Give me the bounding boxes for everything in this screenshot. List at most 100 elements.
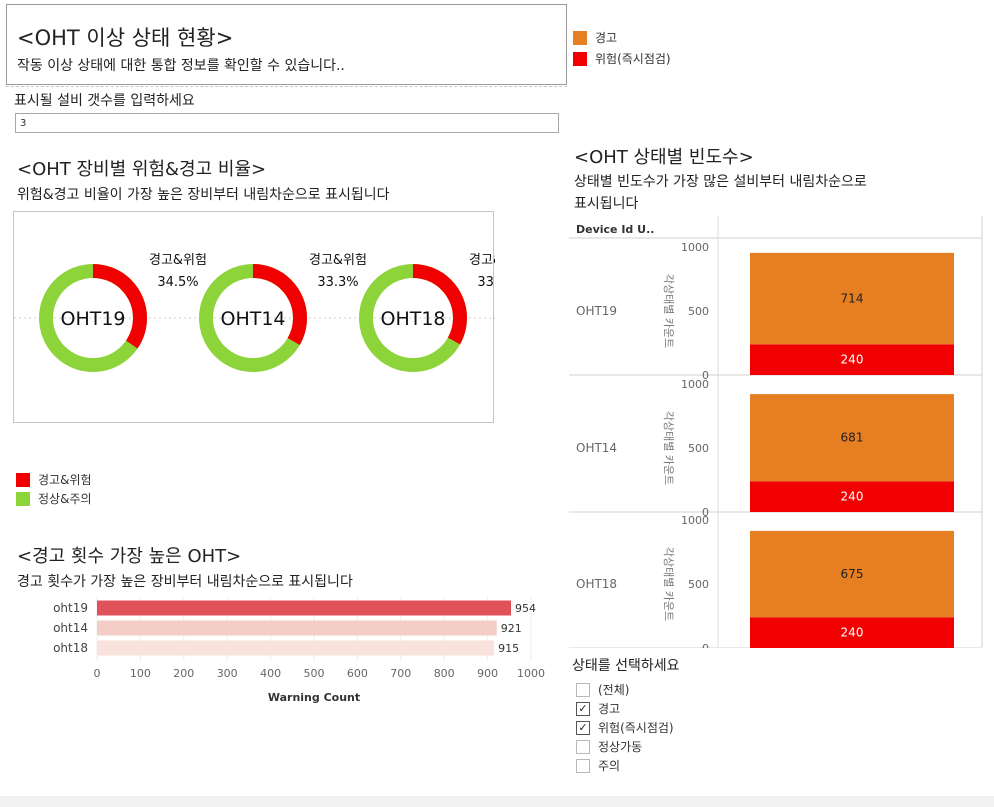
status-filter-option[interactable]: ✓ 경고 (576, 700, 620, 717)
stack-section-title: <OHT 상태별 빈도수> (574, 147, 754, 168)
legend-label-warning: 경고 (595, 31, 618, 45)
bar-x-tick: 900 (477, 667, 498, 680)
stack-y-tick: 500 (688, 578, 709, 591)
bar-category-label: oht14 (53, 621, 88, 635)
status-filter-option[interactable]: 정상가동 (576, 738, 642, 755)
bar-section-subtitle: 경고 횟수가 가장 높은 장비부터 내림차순으로 표시됩니다 (17, 574, 353, 590)
stack-segment-label: 240 (841, 626, 864, 640)
bar-section-title: <경고 횟수 가장 높은 OHT> (17, 546, 242, 567)
bar-x-axis-title: Warning Count (268, 691, 360, 704)
bar-category-label: oht19 (53, 601, 88, 615)
stack-row-header: Device Id U.. (576, 223, 654, 236)
bar-x-tick: 700 (390, 667, 411, 680)
stack-y-tick: 1000 (681, 514, 709, 527)
bar-x-tick: 0 (94, 667, 101, 680)
stack-y-axis-title: 각상태별 카운트 (662, 411, 675, 485)
stack-segment-label: 675 (841, 567, 864, 581)
donut-section-subtitle: 위험&경고 비율이 가장 높은 장비부터 내림차순으로 표시됩니다 (17, 187, 390, 203)
title-box: <OHT 이상 상태 현황> 작동 이상 상태에 대한 통합 정보를 확인할 수… (6, 4, 567, 85)
stack-segment[interactable] (750, 617, 954, 648)
bar-x-tick: 400 (260, 667, 281, 680)
bar-x-tick: 200 (173, 667, 194, 680)
status-filter-label: 주의 (598, 759, 621, 773)
legend-swatch-danger (573, 51, 587, 66)
stack-segment[interactable] (750, 344, 954, 375)
bar-value-label: 921 (501, 622, 522, 635)
stack-y-tick: 500 (688, 305, 709, 318)
status-filter-label: (전체) (598, 683, 630, 697)
stack-y-tick: 1000 (681, 241, 709, 254)
bar-oht18[interactable] (97, 640, 495, 656)
donut-slice-percent: 33.3% (317, 275, 358, 290)
donut-slice-label: 경고&위험 (149, 253, 207, 268)
bar-oht14[interactable] (97, 620, 497, 636)
stack-segment-label: 240 (841, 353, 864, 367)
donut-warning-slice[interactable] (359, 264, 467, 372)
legend-item-warning[interactable]: 경고 (573, 29, 617, 46)
bar-category-label: oht18 (53, 641, 88, 655)
donut-panel: OHT19 경고&위험 34.5% OHT14 경고&위험 33.3% OHT18 경고&위험… (13, 211, 495, 423)
donut-center-label: OHT14 (220, 308, 285, 330)
status-filter-label: 위험(즉시점검) (598, 721, 674, 735)
stack-y-tick: 0 (702, 642, 709, 648)
device-count-input[interactable] (15, 113, 559, 133)
stack-y-tick: 1000 (681, 378, 709, 391)
stack-segment[interactable] (750, 481, 954, 512)
warning-count-bar-chart: oht19 954 oht14 921 oht18 915 0 100 200 300 400 500… (53, 597, 545, 704)
status-filter-option[interactable]: (전체) (576, 681, 629, 698)
stack-segment[interactable] (750, 394, 954, 482)
stack-panel-oht19: OHT19 0 500 1000 각상태별 카운트 240 714 (569, 241, 982, 382)
bar-oht19[interactable] (97, 600, 512, 616)
stack-segment[interactable] (750, 252, 954, 345)
page-title: <OHT 이상 상태 현황> (17, 26, 234, 50)
divider (6, 86, 567, 87)
legend-swatch-normal-caution (16, 491, 30, 506)
bar-x-tick: 500 (304, 667, 325, 680)
legend-label-warning-danger: 경고&위험 (38, 473, 92, 487)
status-filter-option[interactable]: ✓ 위험(즉시점검) (576, 719, 674, 736)
legend-swatch-warning (573, 30, 587, 45)
footer-band (0, 796, 994, 807)
donut-slice-label: 경고&위험 (309, 253, 367, 268)
stack-segment-label: 714 (841, 292, 864, 306)
donut-oht19[interactable]: OHT19 경고&위험 34.5% (39, 253, 207, 372)
bar-x-tick: 800 (434, 667, 455, 680)
stack-category-label: OHT14 (576, 441, 617, 455)
stack-segment-label: 681 (841, 431, 864, 445)
stack-section-subtitle-line1: 상태별 빈도수가 가장 많은 설비부터 내림차순으로 (574, 174, 867, 190)
stack-y-tick: 500 (688, 442, 709, 455)
bar-x-tick: 100 (130, 667, 151, 680)
status-filter-checkbox[interactable] (576, 758, 590, 773)
stack-y-axis-title: 각상태별 카운트 (662, 274, 675, 348)
donut-oht14[interactable]: OHT14 경고&위험 33.3% (199, 253, 367, 372)
donut-center-label: OHT18 (380, 308, 445, 330)
status-filter-checkbox[interactable]: ✓ (576, 720, 590, 735)
legend-label-danger: 위험(즉시점검) (595, 52, 671, 66)
stack-y-tick: 0 (702, 506, 709, 519)
stack-section-subtitle-line2: 표시됩니다 (574, 196, 639, 212)
donut-slice-percent: 33.1% (477, 275, 495, 290)
status-filter-label: 경고 (598, 702, 621, 716)
stack-segment[interactable] (750, 530, 954, 618)
legend-item-danger[interactable]: 위험(즉시점검) (573, 50, 671, 67)
status-frequency-stacked-chart: Device Id U.. OHT19 0 500 1000 각상태별 카운트 240 714… (569, 216, 983, 648)
bar-value-label: 915 (498, 642, 519, 655)
donut-slice-percent: 34.5% (157, 275, 198, 290)
stack-y-axis-title: 각상태별 카운트 (662, 547, 675, 621)
device-count-label: 표시될 설비 갯수를 입력하세요 (14, 93, 195, 109)
donut-legend-item-warning-danger[interactable]: 경고&위험 (16, 471, 92, 488)
stack-segment-label: 240 (841, 490, 864, 504)
status-filter-checkbox[interactable] (576, 739, 590, 754)
donut-warning-slice[interactable] (39, 264, 147, 372)
stack-panel-oht18: OHT18 0 500 1000 각상태별 카운트 240 675 (569, 514, 982, 648)
donut-oht18[interactable]: OHT18 경고&위험 33.1% (359, 253, 495, 372)
donut-legend-item-normal-caution[interactable]: 정상&주의 (16, 490, 92, 507)
donut-center-label: OHT19 (60, 308, 125, 330)
status-filter-title: 상태를 선택하세요 (572, 658, 680, 674)
legend-label-normal-caution: 정상&주의 (38, 492, 92, 506)
status-filter-checkbox[interactable]: ✓ (576, 701, 590, 716)
status-filter-checkbox[interactable] (576, 682, 590, 697)
donut-slice-label: 경고&위험 (469, 253, 495, 268)
donut-warning-slice[interactable] (199, 264, 307, 372)
status-filter-option[interactable]: 주의 (576, 757, 620, 774)
